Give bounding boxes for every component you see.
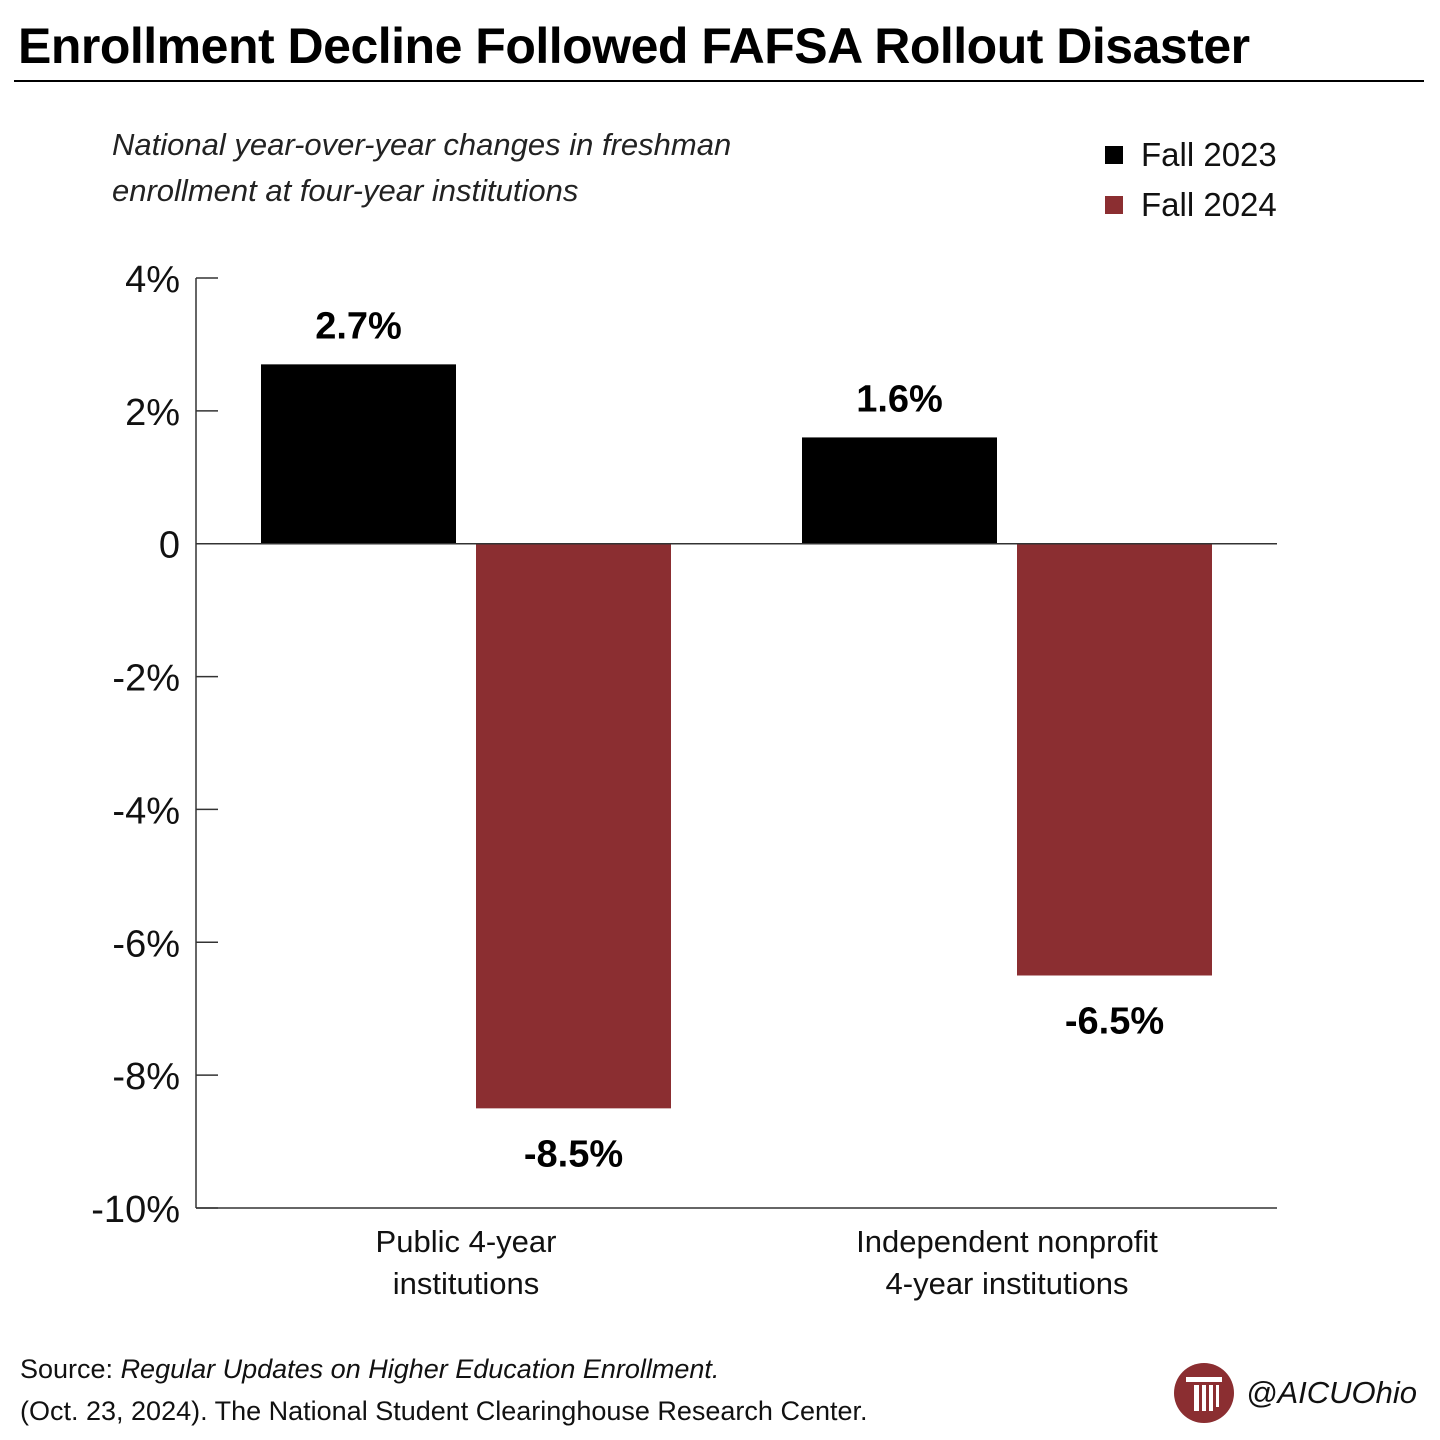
- legend: Fall 2023 Fall 2024: [1105, 130, 1425, 230]
- column-logo-icon: [1174, 1363, 1234, 1423]
- data-label: 2.7%: [315, 305, 402, 347]
- legend-swatch-fall-2023: [1105, 146, 1123, 164]
- y-tick-label: -10%: [91, 1189, 180, 1231]
- y-tick-label: -4%: [112, 790, 180, 832]
- legend-label-fall-2024: Fall 2024: [1141, 186, 1277, 223]
- y-tick-label: -6%: [112, 923, 180, 965]
- source-prefix: Source:: [20, 1354, 121, 1384]
- legend-item-fall-2023: Fall 2023: [1105, 130, 1425, 180]
- y-tick-label: 4%: [125, 259, 180, 301]
- brand-signature: @AICUOhio: [1172, 1358, 1427, 1428]
- chart-title: Enrollment Decline Followed FAFSA Rollou…: [18, 18, 1250, 74]
- y-tick-label: -8%: [112, 1056, 180, 1098]
- source-line-2: (Oct. 23, 2024). The National Student Cl…: [20, 1396, 868, 1426]
- x-category-label-line: 4-year institutions: [886, 1266, 1129, 1301]
- x-category-label: Public 4-year institutions: [376, 1224, 557, 1301]
- bar-fall-2024-2: [1017, 543, 1212, 976]
- legend-swatch-fall-2024: [1105, 196, 1123, 214]
- x-category-label-line: institutions: [393, 1266, 539, 1301]
- legend-label-fall-2023: Fall 2023: [1141, 136, 1277, 173]
- source-note: Source: Regular Updates on Higher Educat…: [20, 1348, 1120, 1432]
- source-reference: Regular Updates on Higher Education Enro…: [120, 1354, 720, 1384]
- y-tick-label: 2%: [125, 392, 180, 434]
- title-divider: [14, 80, 1424, 82]
- data-label: -6.5%: [1065, 1001, 1164, 1043]
- y-tick-label: -2%: [112, 658, 180, 700]
- bar-fall-2023-2: [802, 437, 997, 544]
- x-category-label-line: Independent nonprofit: [856, 1224, 1158, 1259]
- data-label: -8.5%: [524, 1133, 623, 1175]
- chart-subtitle: National year-over-year changes in fresh…: [112, 127, 732, 208]
- bar-chart: 4% 2% 0 -2% -4% -6% -8% -10% 2.7% 1.6% -8.5% -6.5% P…: [91, 259, 1277, 1301]
- source-line-1: Source: Regular Updates on Higher Educat…: [20, 1348, 1120, 1390]
- data-label: 1.6%: [856, 378, 943, 420]
- bar-fall-2023-1: [261, 364, 456, 544]
- x-category-label: Independent nonprofit 4-year institutions: [856, 1224, 1158, 1301]
- bar-fall-2024-1: [476, 543, 671, 1109]
- x-category-label-line: Public 4-year: [376, 1224, 557, 1259]
- brand-handle: @AICUOhio: [1246, 1375, 1418, 1410]
- legend-item-fall-2024: Fall 2024: [1105, 180, 1425, 230]
- y-tick-label: 0: [159, 525, 180, 567]
